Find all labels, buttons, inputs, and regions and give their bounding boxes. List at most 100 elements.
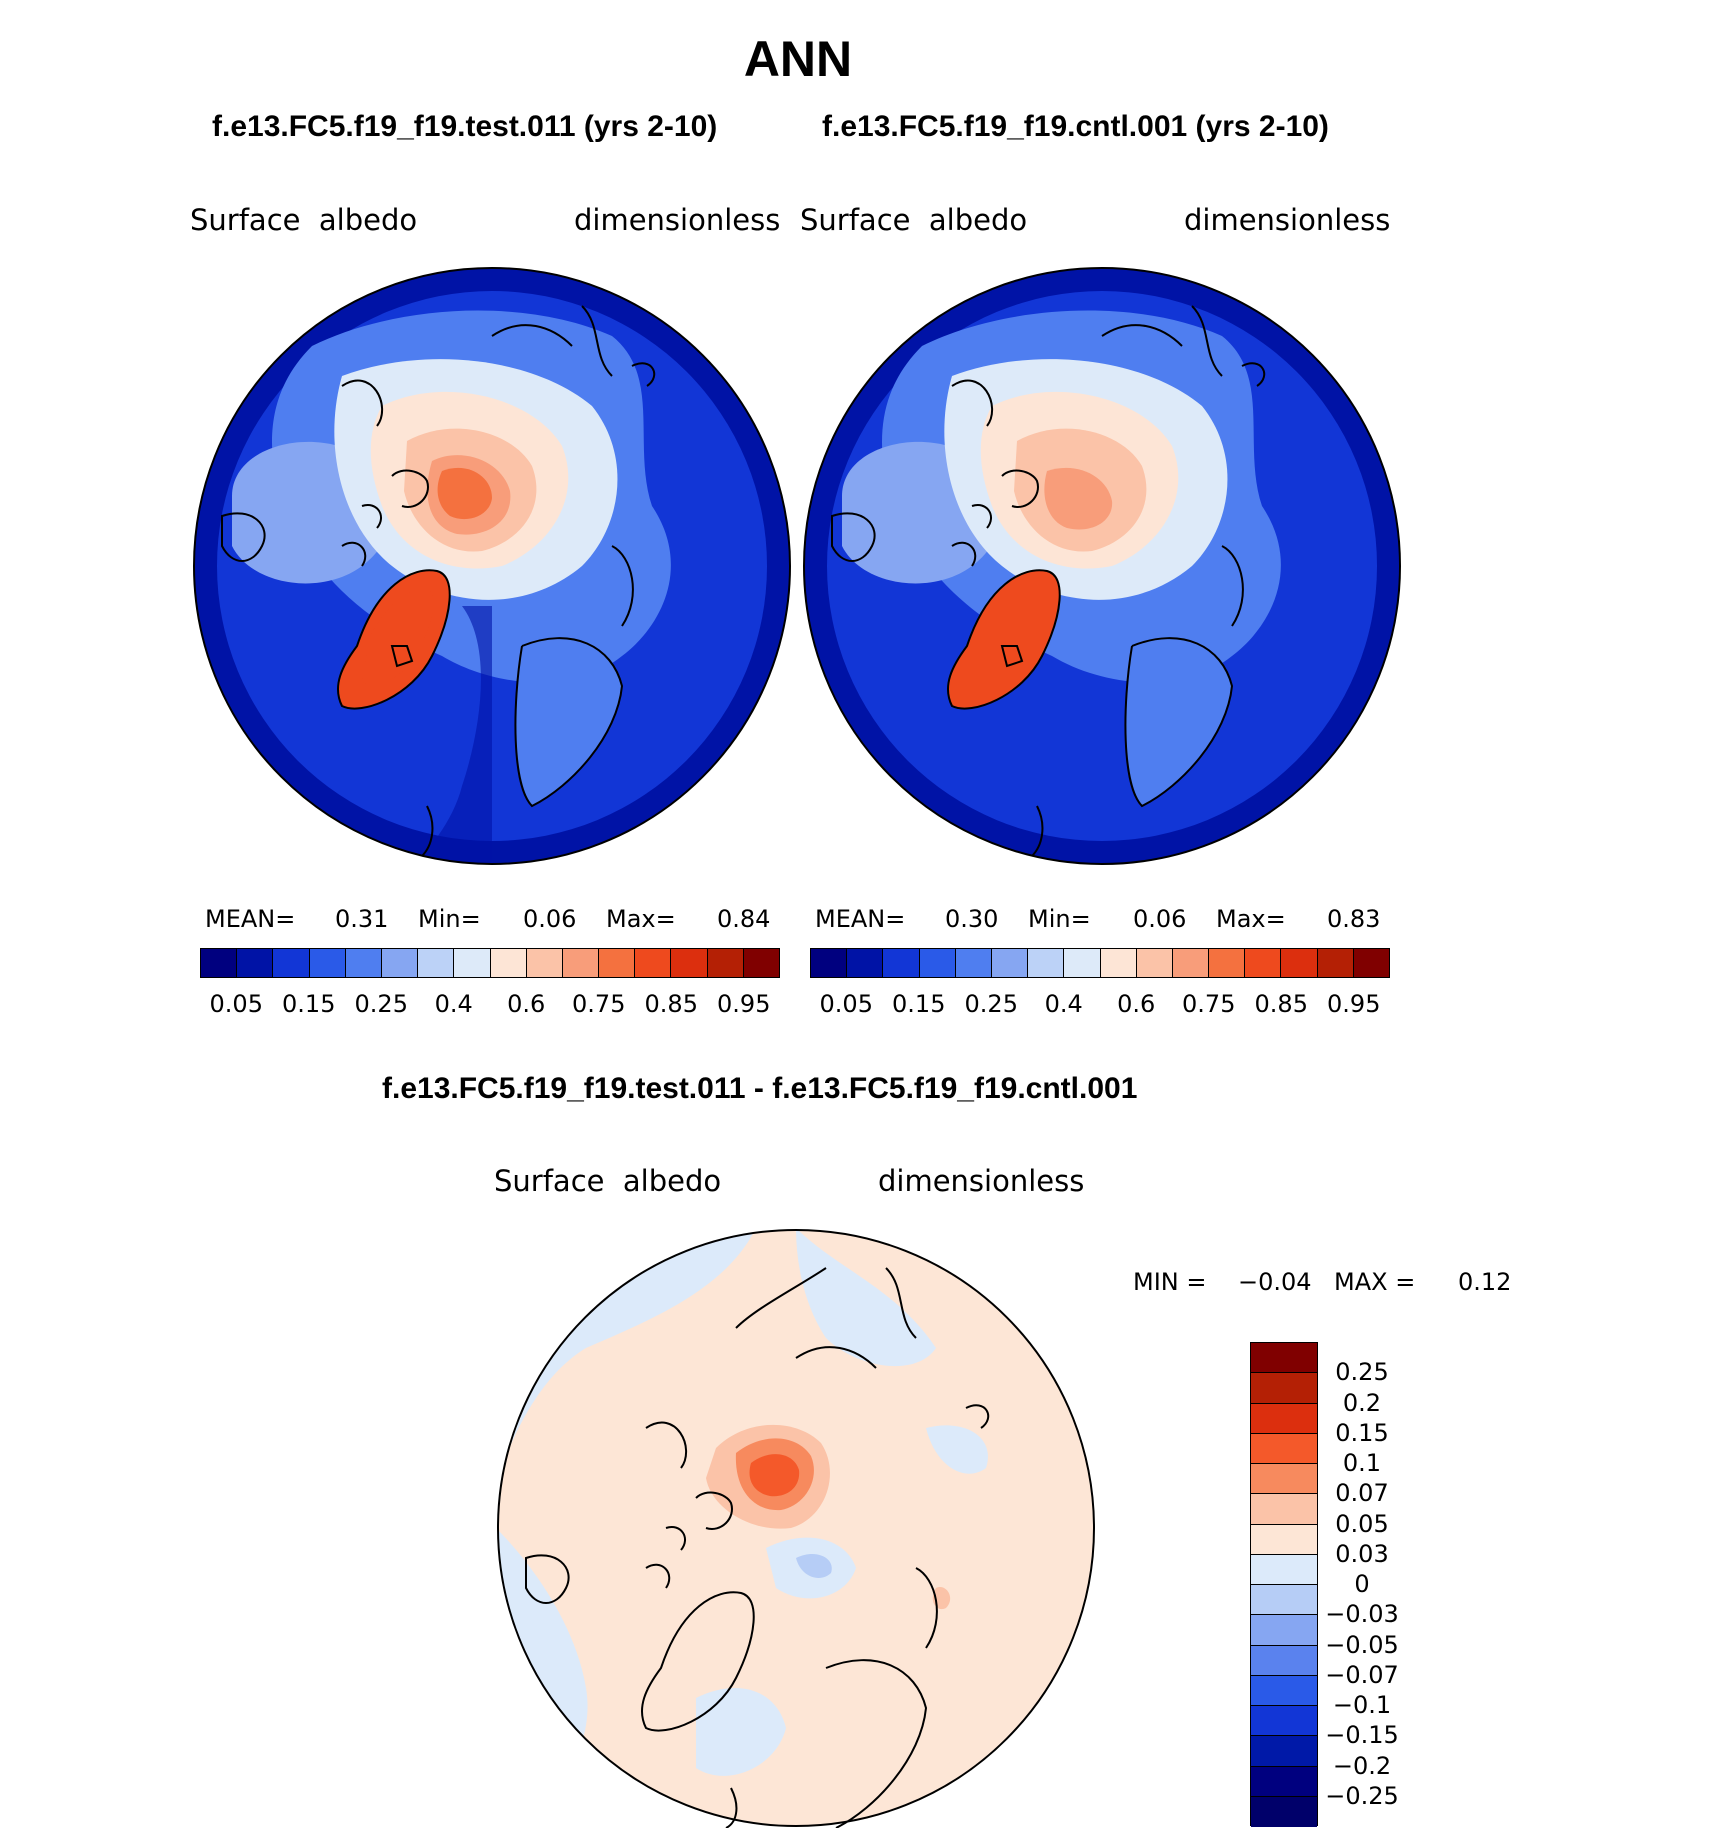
colorbar-tick-label: 0.05 — [819, 990, 873, 1018]
colorbar-swatch — [526, 949, 563, 977]
diff-polar-map — [496, 1228, 1096, 1828]
colorbar-swatch — [1251, 1706, 1317, 1737]
colorbar-swatch — [1251, 1343, 1317, 1374]
panel2-units: dimensionless — [1184, 203, 1391, 237]
colorbar-swatch — [490, 949, 527, 977]
panel1-min-value: 0.06 — [523, 905, 577, 933]
colorbar-tick-label: 0.25 — [964, 990, 1018, 1018]
colorbar-swatch — [1251, 1675, 1317, 1706]
colorbar-tick-label: 0.05 — [1335, 1509, 1389, 1538]
diff-units: dimensionless — [878, 1164, 1085, 1198]
panel2-case-title: f.e13.FC5.f19_f19.cntl.001 (yrs 2-10) — [822, 110, 1329, 143]
panel1-var-name: Surface albedo — [190, 203, 418, 237]
page-title: ANN — [743, 31, 853, 87]
colorbar-swatch — [955, 949, 992, 977]
colorbar-tick-label: 0.75 — [572, 990, 626, 1018]
colorbar-swatch — [345, 949, 382, 977]
diff-min-value: −0.04 — [1238, 1268, 1312, 1296]
panel1-min-label: Min= — [418, 905, 481, 933]
panel1-max-label: Max= — [606, 905, 676, 933]
colorbar-swatch — [599, 949, 636, 977]
colorbar-tick-label: 0.85 — [1254, 990, 1308, 1018]
panel2-min-value: 0.06 — [1133, 905, 1187, 933]
colorbar-tick-label: 0.15 — [892, 990, 946, 1018]
colorbar-tick-label: 0.07 — [1335, 1479, 1389, 1508]
panel2-polar-map — [802, 266, 1402, 866]
colorbar-swatch — [1251, 1373, 1317, 1404]
colorbar-swatch — [1251, 1645, 1317, 1676]
colorbar-swatch — [671, 949, 708, 977]
panel1-case-title: f.e13.FC5.f19_f19.test.011 (yrs 2-10) — [212, 110, 718, 143]
colorbar-swatch — [1281, 949, 1318, 977]
colorbar-swatch — [1028, 949, 1065, 977]
colorbar-swatch — [1251, 1796, 1317, 1827]
colorbar-swatch — [1353, 949, 1389, 977]
colorbar-swatch — [1245, 949, 1282, 977]
panel1-mean-value: 0.31 — [335, 905, 389, 933]
panel2-mean-value: 0.30 — [945, 905, 999, 933]
colorbar-swatch — [1136, 949, 1173, 977]
colorbar-swatch — [1251, 1585, 1317, 1616]
panel1-units: dimensionless — [574, 203, 781, 237]
colorbar-swatch — [1209, 949, 1246, 977]
colorbar-tick-label: 0.75 — [1182, 990, 1236, 1018]
panel2-max-value: 0.83 — [1327, 905, 1381, 933]
colorbar-tick-label: 0.15 — [282, 990, 336, 1018]
colorbar-swatch — [1251, 1433, 1317, 1464]
colorbar-tick-label: 0.03 — [1335, 1539, 1389, 1568]
colorbar-swatch — [381, 949, 419, 977]
colorbar-tick-label: 0.6 — [1117, 990, 1156, 1018]
colorbar-tick-label: 0.4 — [434, 990, 473, 1018]
colorbar-tick-label: 0.6 — [507, 990, 546, 1018]
colorbar-tick-label: −0.2 — [1332, 1751, 1392, 1780]
colorbar-tick-label: 0.25 — [1335, 1358, 1389, 1387]
colorbar-swatch — [635, 949, 672, 977]
colorbar-tick-label: 0 — [1354, 1570, 1370, 1598]
colorbar-swatch — [1251, 1403, 1317, 1434]
diff-min-label: MIN = — [1133, 1268, 1207, 1296]
colorbar-tick-label: 0.4 — [1044, 990, 1083, 1018]
colorbar-swatch — [743, 949, 779, 977]
panel2-max-label: Max= — [1216, 905, 1286, 933]
colorbar-swatch — [418, 949, 455, 977]
colorbar-swatch — [707, 949, 744, 977]
colorbar-swatch — [1251, 1615, 1317, 1646]
colorbar-swatch — [847, 949, 884, 977]
colorbar-swatch — [1064, 949, 1101, 977]
colorbar-tick-label: −0.1 — [1332, 1691, 1392, 1719]
panel2-colorbar-labels: 0.05 0.15 0.25 0.4 0.6 0.75 0.85 0.95 — [810, 990, 1390, 1020]
colorbar-swatch — [811, 949, 848, 977]
colorbar-tick-label: 0.1 — [1342, 1449, 1382, 1477]
colorbar-swatch — [1317, 949, 1354, 977]
panel2-colorbar — [810, 948, 1390, 978]
panel2-var-name: Surface albedo — [800, 203, 1028, 237]
colorbar-swatch — [1251, 1524, 1317, 1555]
colorbar-swatch — [883, 949, 920, 977]
colorbar-swatch — [1251, 1494, 1317, 1525]
panel2-mean-label: MEAN= — [815, 905, 906, 933]
colorbar-tick-label: −0.15 — [1325, 1721, 1399, 1750]
colorbar-swatch — [201, 949, 238, 977]
colorbar-tick-label: 0.85 — [644, 990, 698, 1018]
colorbar-swatch — [991, 949, 1029, 977]
panel1-mean-label: MEAN= — [205, 905, 296, 933]
panel1-colorbar — [200, 948, 780, 978]
diff-colorbar-labels: 0.25 0.2 0.15 0.1 0.07 0.05 0.03 0 −0.03 −0.05 −0.… — [1322, 1342, 1422, 1826]
colorbar-swatch — [1251, 1464, 1317, 1495]
colorbar-tick-label: 0.05 — [209, 990, 263, 1018]
colorbar-swatch — [1172, 949, 1210, 977]
diff-colorbar — [1250, 1342, 1318, 1827]
colorbar-swatch — [1251, 1766, 1317, 1797]
diff-max-label: MAX = — [1334, 1268, 1416, 1296]
colorbar-tick-label: 0.95 — [717, 990, 771, 1018]
colorbar-tick-label: −0.03 — [1325, 1600, 1399, 1629]
colorbar-swatch — [562, 949, 600, 977]
panel1-max-value: 0.84 — [717, 905, 771, 933]
panel1-colorbar-labels: 0.05 0.15 0.25 0.4 0.6 0.75 0.85 0.95 — [200, 990, 780, 1020]
colorbar-tick-label: −0.05 — [1325, 1630, 1399, 1659]
panel2-min-label: Min= — [1028, 905, 1091, 933]
colorbar-swatch — [273, 949, 310, 977]
diff-var-name: Surface albedo — [494, 1164, 722, 1198]
diff-title: f.e13.FC5.f19_f19.test.011 - f.e13.FC5.f… — [382, 1072, 1138, 1105]
panel1-polar-map — [192, 266, 792, 866]
